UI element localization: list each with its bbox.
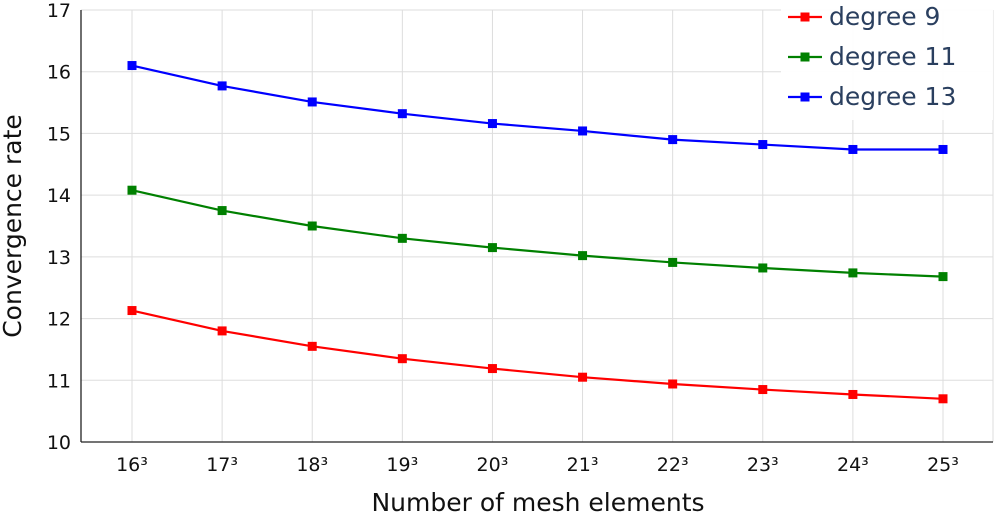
y-tick-label: 16	[47, 62, 71, 84]
data-point	[578, 126, 588, 136]
data-point	[217, 206, 227, 216]
x-tick-label: 20³	[477, 454, 509, 476]
y-tick-label: 11	[47, 370, 71, 392]
data-point	[848, 268, 858, 278]
axes	[80, 10, 993, 443]
data-point	[487, 243, 497, 253]
legend: degree 9 degree 11 degree 13	[781, 0, 993, 120]
data-point	[397, 109, 407, 119]
data-point	[668, 379, 678, 389]
x-tick-label: 24³	[837, 454, 869, 476]
x-axis-label: Number of mesh elements	[371, 488, 704, 514]
x-tick-label: 18³	[296, 454, 328, 476]
y-tick-label: 12	[47, 309, 71, 331]
data-point	[758, 385, 768, 395]
legend-item: degree 13	[788, 82, 956, 111]
data-point	[758, 140, 768, 150]
legend-box	[781, 0, 993, 120]
data-point	[578, 372, 588, 382]
tick-labels: 10 11 12 13 14 15 16 17 16³ 17³ 18³ 19³ 20³ 21³ 22³ 23³…	[47, 0, 959, 476]
x-tick-label: 16³	[116, 454, 148, 476]
data-point	[578, 251, 588, 261]
legend-label: degree 11	[829, 42, 956, 71]
y-axis-label: Convergence rate	[0, 114, 27, 338]
legend-item: degree 11	[788, 42, 956, 71]
x-tick-label: 23³	[747, 454, 779, 476]
data-point	[127, 185, 137, 195]
data-point	[668, 135, 678, 145]
series-degree-13	[127, 61, 948, 154]
data-point	[127, 61, 137, 71]
x-tick-label: 25³	[927, 454, 959, 476]
data-point	[487, 364, 497, 374]
y-tick-label: 14	[47, 185, 71, 207]
data-point	[217, 81, 227, 91]
legend-marker	[800, 92, 810, 102]
data-point	[397, 354, 407, 364]
grid	[81, 9, 994, 442]
data-point	[938, 394, 948, 404]
data-point	[397, 233, 407, 243]
data-point	[307, 97, 317, 107]
data-point	[127, 306, 137, 316]
y-tick-label: 13	[47, 247, 71, 269]
data-point	[848, 144, 858, 154]
x-tick-label: 21³	[567, 454, 599, 476]
data-point	[758, 263, 768, 273]
data-point	[938, 144, 948, 154]
x-tick-label: 22³	[657, 454, 689, 476]
x-tick-label: 17³	[206, 454, 238, 476]
legend-label: degree 9	[829, 2, 940, 31]
series-degree-11	[127, 185, 948, 282]
series-degree-9	[127, 306, 948, 404]
data-point	[668, 257, 678, 267]
legend-marker	[800, 52, 810, 62]
x-tick-label: 19³	[386, 454, 418, 476]
series-line	[131, 189, 944, 278]
y-tick-label: 15	[47, 123, 71, 145]
data-point	[217, 326, 227, 336]
series-line	[131, 64, 943, 151]
series	[127, 61, 948, 404]
legend-item: degree 9	[788, 2, 940, 31]
y-tick-label: 10	[47, 432, 71, 454]
legend-label: degree 13	[829, 82, 956, 111]
legend-marker	[800, 12, 810, 22]
data-point	[307, 221, 317, 231]
data-point	[307, 341, 317, 351]
data-point	[487, 119, 497, 129]
data-point	[848, 389, 858, 399]
data-point	[938, 272, 948, 282]
y-tick-label: 17	[47, 0, 71, 22]
series-line	[131, 309, 944, 400]
